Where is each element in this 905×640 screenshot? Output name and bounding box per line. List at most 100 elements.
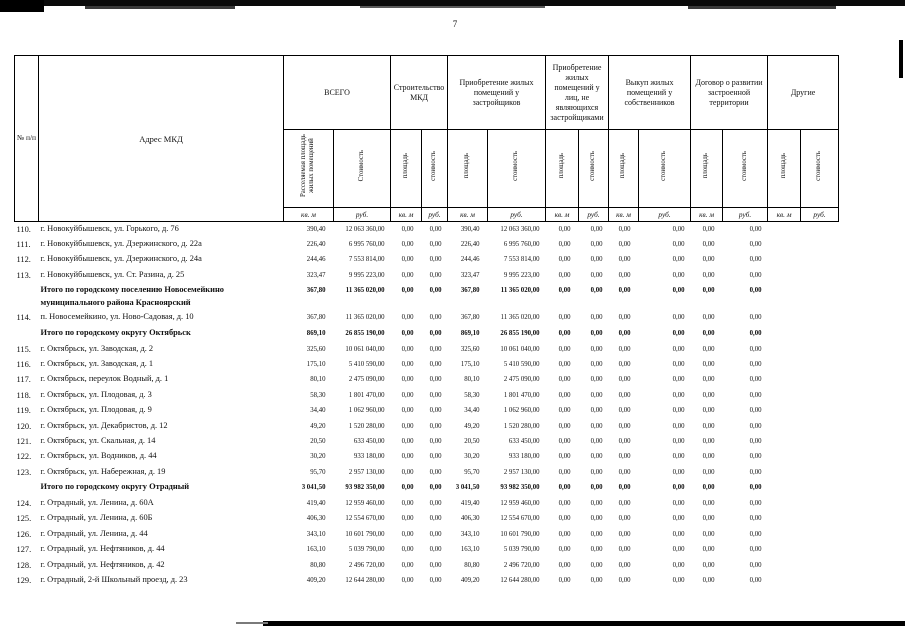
subheader-contract-cost: стоимость [722, 129, 769, 208]
row-number-cell: 118. [16, 390, 31, 400]
area-value-cell [768, 326, 801, 342]
area-value-cell [768, 419, 801, 434]
cost-value-cell [801, 527, 839, 542]
area-value-cell: 0,00 [401, 376, 414, 384]
cost-value-cell: 0,00 [749, 422, 762, 430]
row-number-cell: 114. [16, 313, 31, 323]
area-value-cell: 0,00 [401, 329, 414, 337]
group-header-total: ВСЕГО [282, 55, 392, 130]
cost-value-cell: 0,00 [749, 407, 762, 415]
area-value-cell [768, 496, 801, 511]
cost-value-cell: 933 180,00 [353, 453, 385, 461]
area-value-cell [768, 465, 801, 480]
area-value-cell: 0,00 [401, 271, 414, 279]
cost-value-cell [801, 310, 839, 325]
area-value-cell [768, 237, 801, 252]
cost-value-cell: 26 855 190,00 [345, 329, 385, 337]
area-value-cell: 20,50 [310, 437, 326, 445]
cost-value-cell: 0,00 [749, 468, 762, 476]
cost-value-cell: 0,00 [590, 453, 603, 461]
subtotal-row: Итого по городскому поселению Новосемейк… [15, 283, 839, 310]
cost-value-cell: 0,00 [590, 468, 603, 476]
table-row: 113. г. Новокуйбышевск, ул. Ст. Разина, д… [15, 268, 839, 283]
cost-value-cell: 0,00 [429, 546, 442, 554]
cost-value-cell: 0,00 [749, 271, 762, 279]
cost-value-cell [801, 542, 839, 557]
area-value-cell: 226,40 [306, 241, 326, 248]
area-value-cell: 0,00 [558, 515, 571, 523]
area-value-cell: 0,00 [558, 500, 571, 508]
area-value-cell: 0,00 [401, 453, 414, 461]
area-value-cell [768, 542, 801, 557]
cost-value-cell: 0,00 [429, 314, 442, 322]
address-cell: г. Отрадный, ул. Нефтяников, д. 42 [40, 559, 165, 569]
cost-value-cell: 0,00 [672, 515, 685, 523]
cost-value-cell: 0,00 [749, 256, 762, 264]
row-number-cell: 110. [16, 225, 31, 234]
area-value-cell [768, 357, 801, 372]
area-value-cell [768, 388, 801, 403]
cost-value-cell: 0,00 [749, 453, 762, 461]
area-value-cell: 0,00 [702, 226, 715, 233]
area-value-cell: 0,00 [702, 453, 715, 461]
scan-artifact-top-band [0, 0, 905, 6]
area-value-cell: 0,00 [702, 329, 715, 337]
scan-artifact-top-seg1 [85, 6, 235, 9]
cost-value-cell: 0,00 [749, 500, 762, 508]
cost-value-cell: 0,00 [429, 376, 442, 384]
scan-artifact-right-tick [899, 40, 903, 78]
area-value-cell: 0,00 [401, 422, 414, 430]
subheader-construction-cost: стоимость [421, 129, 449, 208]
area-value-cell: 3 041,50 [455, 484, 480, 492]
area-value-cell [768, 449, 801, 464]
cost-value-cell: 0,00 [672, 360, 685, 368]
subheader-construction-area: площадь [390, 129, 423, 208]
area-value-cell: 0,00 [401, 530, 414, 538]
cost-value-cell: 0,00 [429, 407, 442, 415]
subheader-developers-cost: стоимость [487, 129, 547, 208]
area-value-cell: 0,00 [702, 468, 715, 476]
cost-value-cell: 1 062 960,00 [503, 407, 540, 415]
cost-value-cell: 1 801 470,00 [503, 391, 540, 399]
cost-value-cell: 0,00 [590, 561, 603, 569]
cost-value-cell: 0,00 [749, 484, 762, 492]
cost-value-cell: 0,00 [749, 515, 762, 523]
area-value-cell: 0,00 [702, 314, 715, 322]
area-value-cell: 0,00 [702, 360, 715, 368]
area-value-cell: 80,80 [310, 561, 326, 569]
area-value-cell: 0,00 [618, 422, 631, 430]
subheader-buyout-cost: стоимость [638, 129, 692, 208]
area-value-cell: 0,00 [558, 271, 571, 279]
cost-value-cell: 2 496 720,00 [348, 561, 385, 569]
area-value-cell: 419,40 [460, 500, 480, 508]
area-value-cell: 175,10 [460, 360, 480, 368]
area-value-cell: 49,20 [310, 422, 326, 430]
area-value-cell: 0,00 [558, 453, 571, 461]
unit-label: руб. [487, 207, 547, 222]
group-header-purchase-non-developers: Приобретение жилых помещений у лиц, не я… [545, 55, 610, 130]
subtotal-row: Итого по городскому округу Отрадный 3 041… [15, 480, 839, 496]
table-row: 125. г. Отрадный, ул. Ленина, д. 60Б 406,3… [15, 511, 839, 526]
cost-value-cell: 0,00 [672, 226, 685, 233]
address-cell: г. Новокуйбышевск, ул. Дзержинского, д. … [40, 239, 202, 248]
cost-value-cell: 10 061 040,00 [500, 345, 540, 353]
cost-value-cell [801, 449, 839, 464]
area-value-cell: 0,00 [558, 484, 571, 492]
address-cell: г. Октябрьск, ул. Водников, д. 44 [40, 451, 157, 461]
cost-value-cell: 0,00 [672, 468, 685, 476]
scan-artifact-top-seg3 [688, 6, 836, 9]
table-row: 117. г. Октябрьск, переулок Водный, д. 1 8… [15, 372, 839, 387]
area-value-cell: 869,10 [306, 329, 326, 337]
cost-value-cell: 0,00 [672, 287, 685, 295]
cost-value-cell: 0,00 [590, 256, 603, 264]
area-value-cell: 0,00 [558, 287, 571, 295]
area-value-cell: 0,00 [618, 226, 631, 233]
table-row: 112. г. Новокуйбышевск, ул. Дзержинского,… [15, 252, 839, 267]
cost-value-cell: 0,00 [749, 437, 762, 445]
area-value-cell [768, 527, 801, 542]
cost-value-cell: 0,00 [590, 484, 603, 492]
cost-value-cell: 0,00 [749, 561, 762, 569]
area-value-cell: 0,00 [558, 345, 571, 353]
cost-value-cell: 0,00 [749, 530, 762, 538]
area-value-cell: 406,30 [460, 515, 480, 523]
